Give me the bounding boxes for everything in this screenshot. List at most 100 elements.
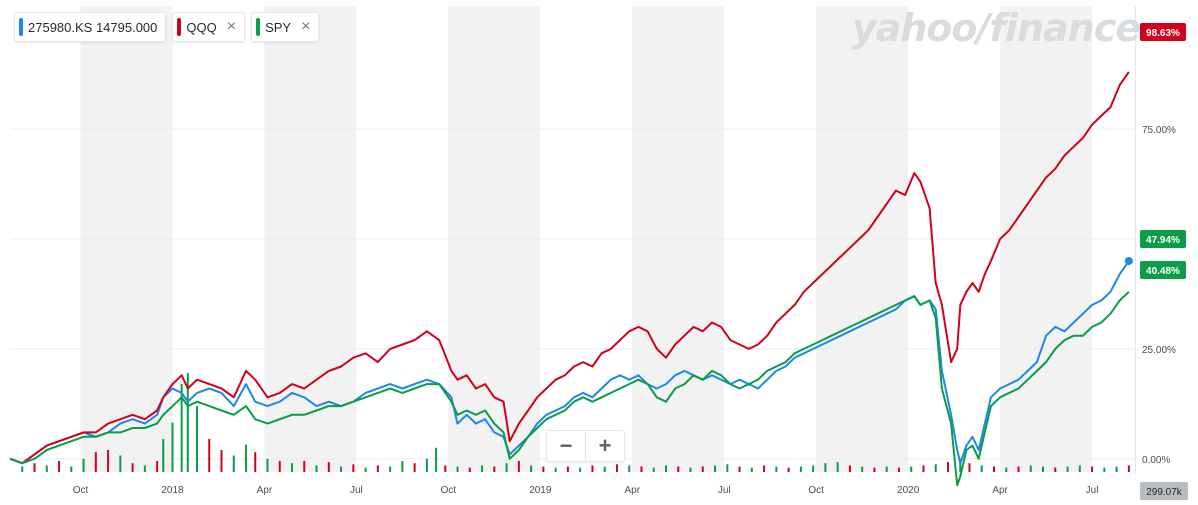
volume-bar [413, 463, 416, 472]
series-color-swatch [177, 18, 182, 36]
volume-bar [848, 465, 851, 472]
last-value-label: 98.63% [1146, 28, 1180, 39]
series-line-275980ks [9, 260, 1130, 465]
volume-bar [58, 461, 61, 472]
series-line-qqq [9, 71, 1130, 465]
volume-bar [45, 465, 48, 472]
last-point-marker [1124, 256, 1133, 265]
volume-bar [591, 465, 594, 472]
volume-bar [245, 444, 248, 472]
volume-bar [738, 466, 741, 472]
volume-bar [861, 466, 864, 472]
volume-bar [291, 463, 294, 472]
volume-bar [664, 465, 667, 472]
volume-bar [266, 458, 269, 472]
volume-bar [677, 466, 680, 472]
volume-bar [554, 467, 557, 472]
volume-bar [542, 466, 545, 472]
volume-bar [94, 452, 97, 472]
volume-bar [232, 455, 235, 472]
legend-label: 275980.KS 14795.000 [28, 19, 158, 35]
x-tick-label: Jul [1086, 485, 1099, 496]
volume-bar [254, 452, 257, 472]
volume-bar [922, 465, 925, 472]
volume-bar [812, 465, 815, 472]
volume-bar [947, 462, 950, 472]
x-tick-label: 2018 [161, 485, 184, 496]
volume-bar [1066, 466, 1069, 472]
x-tick-label: 2020 [897, 485, 920, 496]
close-icon[interactable]: × [226, 18, 237, 35]
volume-bar [775, 466, 778, 472]
volume-bar [1017, 466, 1020, 472]
volume-bar [897, 467, 900, 472]
volume-bar [968, 463, 971, 472]
volume-bar [980, 465, 983, 472]
y-tick-label: 75.00% [1142, 125, 1176, 136]
volume-badge [1140, 482, 1188, 500]
zoom-in-button[interactable]: + [585, 431, 624, 461]
volume-bar [873, 467, 876, 472]
close-icon[interactable]: × [301, 18, 311, 35]
x-tick-label: Jul [718, 485, 731, 496]
volume-bar [352, 464, 355, 472]
last-value-label: 47.94% [1146, 235, 1180, 246]
volume-bar [1054, 467, 1057, 472]
volume-bar [628, 465, 631, 472]
last-value-badge [1140, 261, 1186, 279]
volume-bar [389, 466, 392, 472]
volume-bar [959, 458, 962, 472]
last-value-label: 40.48% [1146, 266, 1180, 277]
volume-bar [1115, 466, 1118, 472]
volume-bar [750, 467, 753, 472]
volume-bar [1103, 467, 1106, 472]
volume-bar [517, 461, 520, 472]
legend-item-spy[interactable]: SPY × [251, 12, 320, 42]
volume-bar [131, 463, 134, 472]
last-value-badge [1140, 23, 1186, 41]
y-tick-label: 25.00% [1142, 345, 1176, 356]
volume-bar [195, 406, 198, 472]
volume-bar [1078, 465, 1081, 472]
volume-bar [208, 439, 211, 472]
volume-bar [799, 466, 802, 472]
volume-badge-label: 299.07k [1146, 487, 1183, 498]
volume-bar [278, 461, 281, 472]
volume-bar [493, 466, 496, 472]
y-tick-label: 0.00% [1142, 455, 1170, 466]
volume-bar [1127, 465, 1130, 472]
volume-bar [186, 373, 189, 472]
volume-bar [1091, 466, 1094, 472]
volume-bar [824, 463, 827, 472]
legend-item-275980ks[interactable]: 275980.KS 14795.000 [14, 12, 167, 42]
volume-bar [303, 461, 306, 472]
volume-bar [603, 466, 606, 472]
last-value-badge [1140, 230, 1186, 248]
volume-bar [119, 455, 122, 472]
zoom-out-button[interactable]: − [559, 433, 573, 458]
x-tick-label: Jul [350, 485, 363, 496]
x-tick-label: 2019 [529, 485, 552, 496]
x-tick-label: Oct [808, 485, 824, 496]
volume-bar [107, 450, 110, 472]
volume-bar [726, 464, 729, 472]
volume-bar [787, 467, 790, 472]
volume-bar [364, 467, 367, 472]
volume-bar [220, 450, 223, 472]
volume-bar [530, 465, 533, 472]
legend-item-qqq[interactable]: QQQ × [172, 12, 246, 42]
volume-bar [180, 384, 183, 472]
x-tick-label: Apr [624, 485, 640, 496]
volume-bar [689, 467, 692, 472]
x-tick-label: Oct [441, 485, 457, 496]
volume-bar [836, 462, 839, 472]
volume-bar [327, 462, 330, 472]
volume-bar [763, 465, 766, 472]
volume-bar [33, 463, 36, 472]
volume-bar [401, 461, 404, 472]
volume-bar [505, 463, 508, 472]
volume-bar [376, 465, 379, 472]
volume-bar [1042, 466, 1045, 472]
